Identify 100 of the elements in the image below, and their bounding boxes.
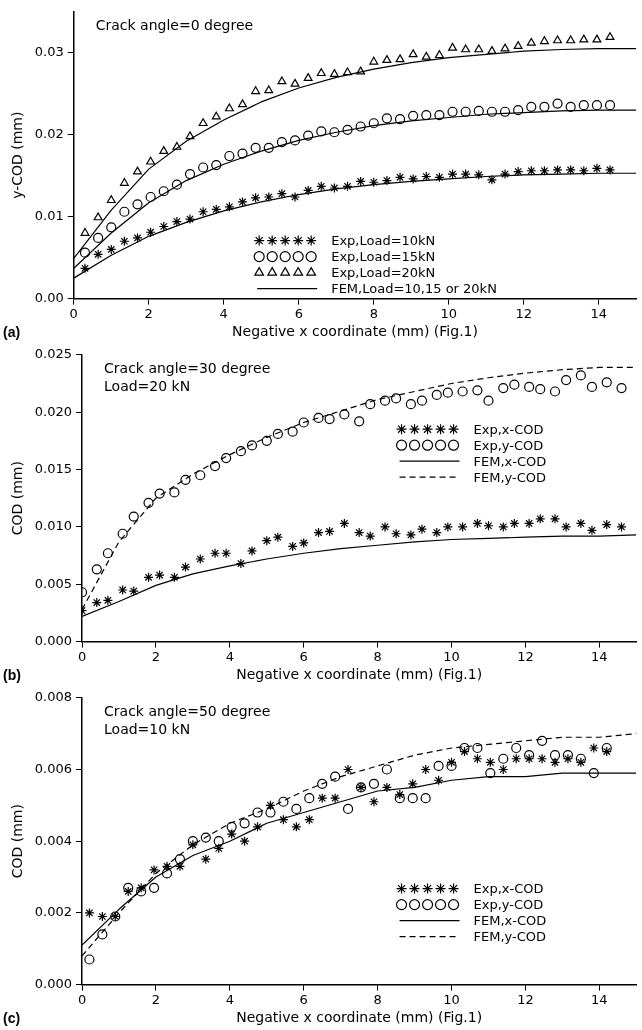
- point: [499, 168, 511, 180]
- y-tick-label: 0.002: [34, 904, 73, 920]
- point: [119, 206, 130, 217]
- point: [588, 742, 599, 754]
- point: [511, 753, 522, 764]
- point: [132, 199, 143, 210]
- point: [238, 99, 248, 108]
- point: [405, 529, 416, 541]
- point: [536, 753, 548, 764]
- point: [354, 416, 365, 427]
- point: [185, 131, 195, 140]
- point: [79, 247, 91, 258]
- point: [252, 821, 263, 832]
- point: [174, 854, 186, 865]
- point: [250, 192, 261, 203]
- point: [591, 100, 603, 111]
- point: [487, 46, 497, 54]
- x-tick-label: 4: [219, 305, 228, 321]
- point: [84, 907, 95, 918]
- point: [211, 159, 222, 171]
- point: [339, 409, 350, 420]
- point: [184, 168, 196, 180]
- point: [291, 821, 302, 832]
- point: [316, 68, 326, 77]
- point: [171, 179, 182, 190]
- x-tick-label: 12: [517, 991, 534, 1007]
- point: [604, 100, 616, 111]
- point: [539, 101, 550, 112]
- point: [498, 382, 509, 394]
- y-tick-label: 0.020: [34, 403, 73, 419]
- point: [472, 753, 483, 764]
- point: [169, 572, 180, 583]
- y-tick-label: 0.00: [34, 289, 64, 305]
- point: [148, 864, 160, 875]
- point: [342, 124, 353, 135]
- chart-title: Crack angle=50 degree: [104, 702, 271, 719]
- x-axis-title: Negative x coordinate (mm) (Fig.1): [236, 666, 483, 683]
- point: [235, 558, 247, 569]
- x-tick-label: 8: [373, 648, 382, 664]
- point: [303, 130, 314, 141]
- point: [431, 389, 442, 401]
- point: [329, 127, 340, 138]
- point: [604, 164, 616, 176]
- point: [578, 165, 589, 176]
- point: [391, 528, 402, 539]
- legend-label: Exp,y-COD: [473, 896, 544, 912]
- point: [539, 165, 550, 176]
- y-tick-label: 0.005: [34, 575, 73, 591]
- point: [154, 569, 165, 581]
- point: [195, 553, 206, 565]
- point: [226, 828, 237, 840]
- legend-label: FEM,Load=10,15 or 20kN: [331, 280, 497, 296]
- point: [342, 181, 353, 192]
- point: [239, 818, 250, 829]
- point: [161, 868, 173, 879]
- point: [136, 882, 147, 893]
- point: [224, 103, 234, 112]
- x-axis-title: Negative x coordinate (mm) (Fig.1): [232, 323, 478, 340]
- x-tick-label: 6: [299, 991, 308, 1007]
- point: [304, 793, 315, 804]
- x-tick-label: 4: [225, 991, 234, 1007]
- point: [276, 136, 287, 148]
- y-axis-title: COD (mm): [9, 804, 26, 879]
- point: [316, 181, 327, 192]
- point: [552, 164, 563, 176]
- point: [200, 854, 211, 865]
- point: [433, 760, 444, 772]
- point: [276, 188, 287, 199]
- x-tick-label: 2: [151, 991, 161, 1007]
- point: [304, 814, 315, 825]
- point: [303, 73, 313, 82]
- point: [565, 101, 576, 112]
- point: [416, 395, 428, 406]
- point: [200, 832, 211, 843]
- point: [128, 586, 139, 597]
- point: [472, 385, 483, 396]
- point: [591, 163, 603, 174]
- point: [549, 757, 561, 768]
- point: [407, 778, 418, 789]
- point: [145, 191, 156, 203]
- point: [291, 803, 302, 815]
- point: [102, 595, 113, 606]
- point: [117, 528, 128, 539]
- point: [250, 142, 261, 153]
- point: [91, 564, 102, 575]
- text: (a): [3, 324, 21, 340]
- point: [434, 109, 445, 121]
- y-tick-label: 0.000: [34, 632, 73, 648]
- point: [513, 41, 523, 50]
- point: [549, 750, 561, 761]
- point: [93, 232, 104, 244]
- point: [159, 146, 169, 154]
- chart-title: Crack angle=30 degree: [104, 359, 271, 376]
- point: [272, 428, 283, 440]
- point: [313, 412, 324, 423]
- point: [420, 764, 431, 775]
- point: [172, 141, 182, 150]
- point: [342, 764, 354, 775]
- point: [560, 374, 572, 386]
- point: [498, 764, 509, 775]
